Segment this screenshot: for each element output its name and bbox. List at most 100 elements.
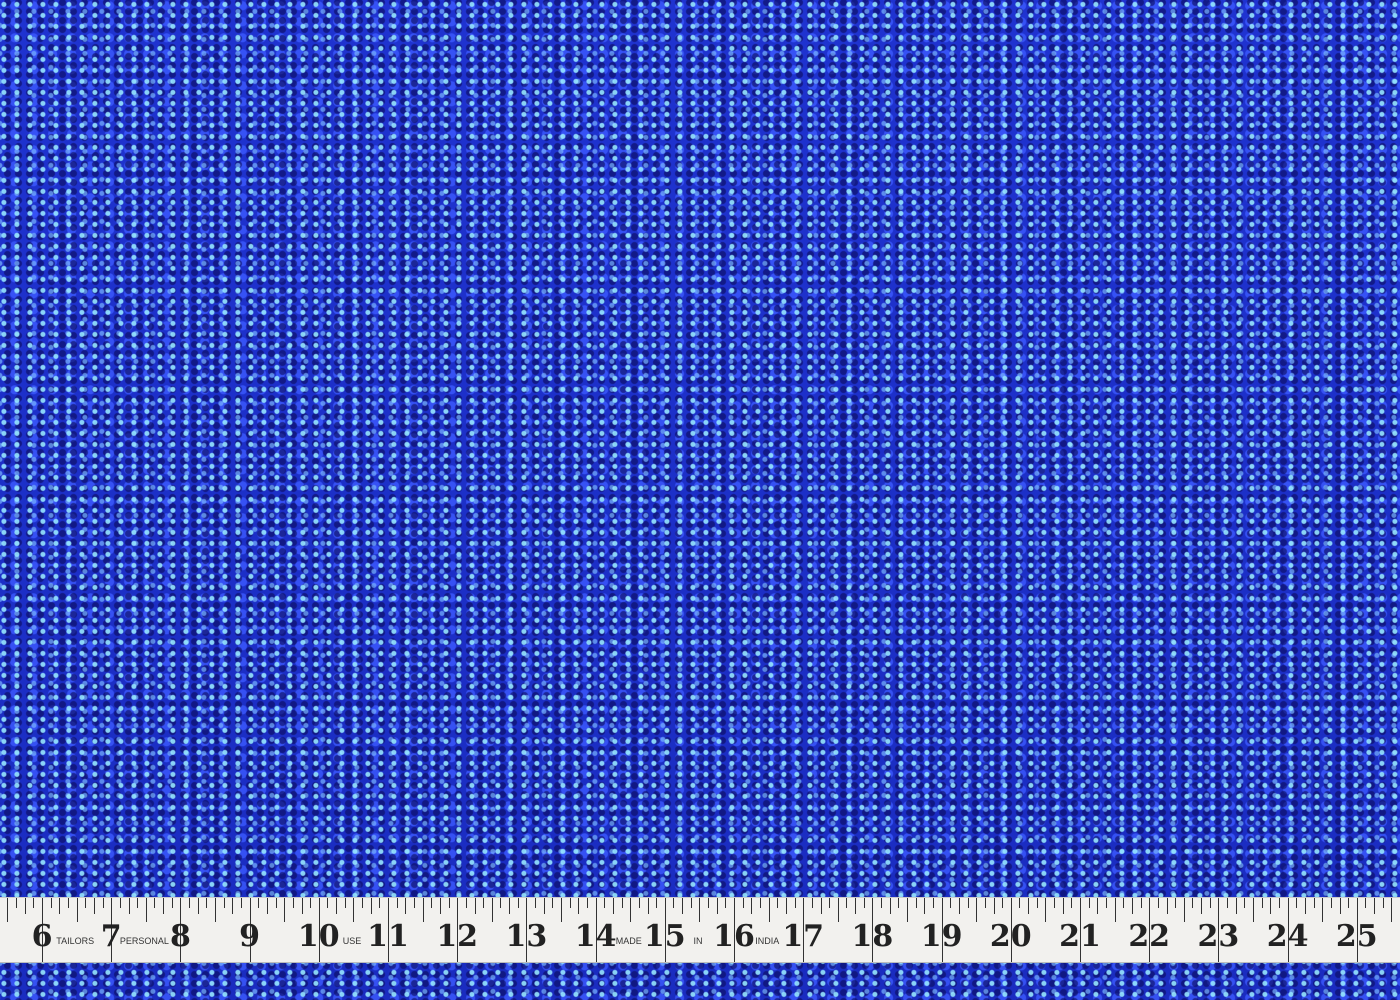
tape-tick [898,898,900,908]
tape-tick [1261,898,1263,908]
tape-tick [872,898,874,962]
tape-number: 10 [297,919,340,954]
tape-tick [439,898,441,914]
tape-tick [993,898,995,914]
tape-tick [863,898,865,908]
tape-tick [855,898,857,914]
tape-tick [500,898,502,908]
tape-tick [785,898,787,914]
tape-tick [708,898,710,908]
tape-tick [1175,898,1177,908]
tape-number: 11 [367,919,409,954]
tape-tick [941,898,943,962]
tape-tick [491,898,493,922]
tape-tick [171,898,173,908]
tape-tick [413,898,415,908]
tape-tick [465,898,467,908]
tape-tick [526,898,528,962]
tape-tick [1287,898,1289,962]
tape-tick [846,898,848,908]
tape-tick [396,898,398,908]
tape-tick [258,898,260,908]
tape-tick [1296,898,1298,908]
tape-tick [145,898,147,922]
tape-tick [1192,898,1194,908]
tape-tick [984,898,986,908]
tape-tick [240,898,242,908]
tape-tick [638,898,640,908]
tape-tick [1235,898,1237,914]
tape-tick [284,898,286,922]
tape-tick [1382,898,1384,908]
tape-number: 13 [505,919,548,954]
tape-tick [586,898,588,908]
tape-tick [7,898,9,922]
tape-label: MADE [615,936,642,946]
tape-tick [1278,898,1280,908]
tape-tick [837,898,839,922]
tape-tick [1227,898,1229,908]
tape-tick [249,898,251,962]
tape-tick [604,898,606,908]
tape-tick [292,898,294,908]
tape-number: 6 [31,919,53,954]
tape-tick [647,898,649,914]
tape-tick [569,898,571,908]
tape-tick [621,898,623,908]
tape-tick [42,898,43,962]
tape-tick [1304,898,1306,914]
tape-tick [811,898,813,908]
tape-tick [690,898,692,908]
tape-tick [1270,898,1272,914]
tape-tick [275,898,277,908]
tape-tick [1356,898,1358,962]
tape-tick [1313,898,1315,908]
tape-tick [137,898,139,908]
tape-tick [889,898,891,914]
tape-tick [301,898,303,914]
tape-tick [215,898,216,922]
tape-tick [1391,898,1393,922]
tape-tick [1002,898,1004,908]
tape-tick [1036,898,1038,908]
tape-label: INDIA [755,936,780,946]
tape-tick [370,898,372,914]
tape-tick [907,898,908,922]
tape-tick [517,898,519,908]
tape-tick [128,898,130,914]
tape-tick [1131,898,1133,914]
tape-tick [1218,898,1220,962]
tape-tick [829,898,831,908]
tape-tick [85,898,87,908]
tape-tick [1010,898,1012,962]
tape-tick [967,898,969,908]
tape-tick [1080,898,1081,962]
tape-number: 12 [436,919,479,954]
tape-number: 14 [574,919,617,954]
tape-tick [630,898,632,922]
tape-tick [1339,898,1341,914]
tape-number: 22 [1128,919,1171,954]
tape-tick [223,898,225,908]
tape-tick [1140,898,1142,908]
tape-tick [310,898,312,908]
tape-tick [682,898,684,914]
tape-tick [24,898,26,914]
tape-number: 8 [169,919,191,954]
tape-tick [1149,898,1151,962]
tape-tick [266,898,268,914]
tape-tick [1097,898,1099,914]
tape-tick [950,898,952,908]
tape-tick [656,898,658,908]
tape-tick [734,898,735,962]
tape-tick [1105,898,1107,908]
tape-label: TAILORS [56,936,95,946]
tape-tick [932,898,934,908]
tape-tick [189,898,191,908]
tape-tick [716,898,718,914]
tape-tick [976,898,978,922]
tape-tick [180,898,182,962]
tape-tick [915,898,917,908]
tape-tick [578,898,580,914]
tape-tick [958,898,960,914]
